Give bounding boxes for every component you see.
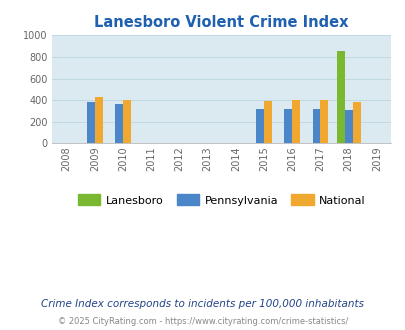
Text: © 2025 CityRating.com - https://www.cityrating.com/crime-statistics/: © 2025 CityRating.com - https://www.city… [58, 317, 347, 326]
Bar [292, 100, 299, 144]
Bar [263, 101, 271, 144]
Title: Lanesboro Violent Crime Index: Lanesboro Violent Crime Index [94, 15, 348, 30]
Bar [87, 102, 94, 144]
Bar [336, 51, 344, 144]
Legend: Lanesboro, Pennsylvania, National: Lanesboro, Pennsylvania, National [73, 190, 369, 210]
Bar [284, 109, 292, 144]
Bar [352, 102, 360, 144]
Bar [312, 109, 320, 144]
Bar [94, 97, 102, 144]
Bar [123, 100, 130, 144]
Bar [256, 109, 263, 144]
Text: Crime Index corresponds to incidents per 100,000 inhabitants: Crime Index corresponds to incidents per… [41, 299, 364, 309]
Bar [115, 104, 123, 144]
Bar [344, 110, 352, 144]
Bar [320, 101, 328, 144]
